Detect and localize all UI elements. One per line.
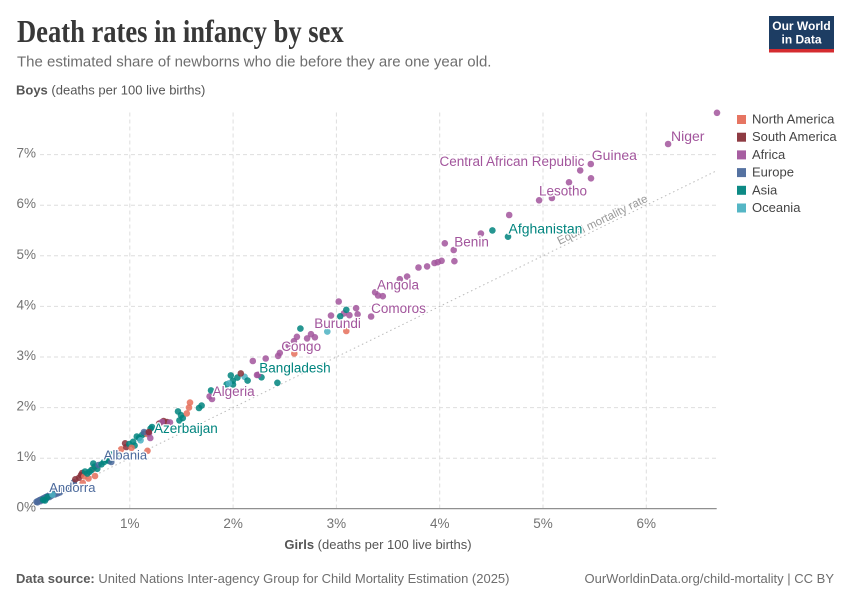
svg-text:2%: 2% bbox=[223, 516, 243, 531]
svg-text:Europe: Europe bbox=[752, 165, 794, 180]
svg-text:Our World: Our World bbox=[772, 19, 830, 33]
svg-text:South America: South America bbox=[752, 129, 837, 144]
svg-text:Benin: Benin bbox=[454, 235, 489, 250]
svg-text:in Data: in Data bbox=[781, 33, 821, 47]
svg-text:Congo: Congo bbox=[281, 339, 321, 354]
svg-text:6%: 6% bbox=[16, 196, 36, 211]
svg-text:Albania: Albania bbox=[104, 447, 148, 462]
svg-text:6%: 6% bbox=[637, 516, 657, 531]
svg-text:3%: 3% bbox=[327, 516, 347, 531]
svg-text:Lesotho: Lesotho bbox=[539, 184, 587, 199]
svg-text:5%: 5% bbox=[16, 247, 36, 262]
svg-text:0%: 0% bbox=[16, 500, 36, 515]
svg-text:5%: 5% bbox=[533, 516, 553, 531]
svg-text:Oceania: Oceania bbox=[752, 200, 801, 215]
svg-text:Boys (deaths per 100 live birt: Boys (deaths per 100 live births) bbox=[16, 83, 205, 98]
svg-text:Central African Republic: Central African Republic bbox=[440, 154, 585, 169]
svg-text:Azerbaijan: Azerbaijan bbox=[154, 421, 218, 436]
svg-text:Niger: Niger bbox=[671, 128, 705, 144]
svg-text:3%: 3% bbox=[16, 348, 36, 363]
svg-text:Angola: Angola bbox=[377, 278, 420, 293]
svg-text:4%: 4% bbox=[430, 516, 450, 531]
svg-text:Girls (deaths per 100 live bir: Girls (deaths per 100 live births) bbox=[284, 537, 471, 552]
svg-text:Andorra: Andorra bbox=[49, 480, 96, 495]
svg-text:Death rates in infancy by sex: Death rates in infancy by sex bbox=[17, 15, 344, 50]
svg-text:Africa: Africa bbox=[752, 147, 786, 162]
svg-text:7%: 7% bbox=[16, 146, 36, 161]
svg-text:Bangladesh: Bangladesh bbox=[259, 361, 330, 376]
svg-text:OurWorldinData.org/child-morta: OurWorldinData.org/child-mortality | CC … bbox=[585, 571, 835, 586]
svg-text:The estimated share of newborn: The estimated share of newborns who die … bbox=[17, 54, 491, 71]
svg-text:Comoros: Comoros bbox=[371, 301, 426, 316]
svg-text:North America: North America bbox=[752, 112, 835, 127]
svg-text:2%: 2% bbox=[16, 399, 36, 414]
svg-text:Guinea: Guinea bbox=[592, 147, 637, 163]
svg-text:4%: 4% bbox=[16, 297, 36, 312]
svg-text:Asia: Asia bbox=[752, 182, 778, 197]
svg-text:Algeria: Algeria bbox=[213, 384, 256, 399]
svg-text:Burundi: Burundi bbox=[314, 316, 361, 331]
svg-text:1%: 1% bbox=[16, 449, 36, 464]
svg-text:Afghanistan: Afghanistan bbox=[509, 221, 583, 237]
svg-text:Data source: United Nations In: Data source: United Nations Inter-agency… bbox=[16, 571, 510, 586]
svg-text:1%: 1% bbox=[120, 516, 140, 531]
